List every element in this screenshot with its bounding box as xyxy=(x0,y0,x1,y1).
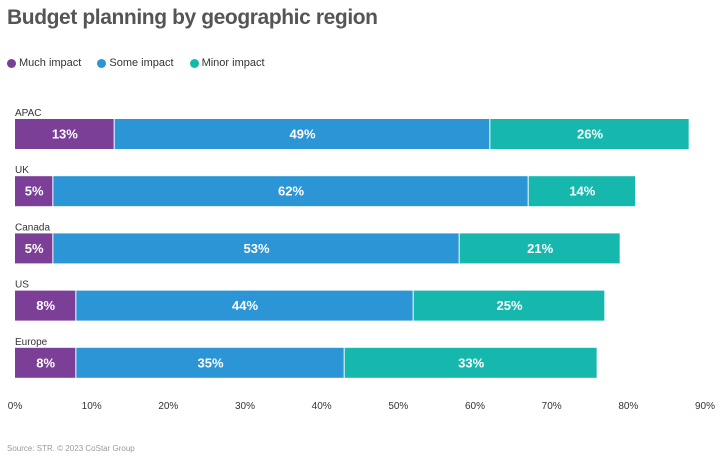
data-label-uk-some-impact: 62% xyxy=(278,184,304,199)
legend-item-much-impact: Much impact xyxy=(7,57,81,69)
x-tick-label: 60% xyxy=(465,401,485,412)
data-label-us-much-impact: 8% xyxy=(36,298,55,313)
legend-swatch-much-impact xyxy=(7,58,16,68)
legend-item-some-impact: Some impact xyxy=(97,57,174,69)
data-label-apac-much-impact: 13% xyxy=(52,127,78,142)
x-tick-label: 10% xyxy=(82,401,102,412)
legend: Much impact Some impact Minor impact xyxy=(7,57,265,69)
x-tick-label: 0% xyxy=(8,401,23,412)
x-tick-label: 70% xyxy=(542,401,562,412)
x-tick-label: 40% xyxy=(312,401,332,412)
x-tick-label: 80% xyxy=(618,401,638,412)
legend-label-minor-impact: Minor impact xyxy=(201,57,265,69)
chart-title: Budget planning by geographic region xyxy=(7,6,378,29)
bar-canada-minor-impact xyxy=(459,233,620,264)
category-label-uk: UK xyxy=(15,165,29,176)
data-label-europe-much-impact: 8% xyxy=(36,355,55,370)
data-label-us-some-impact: 44% xyxy=(232,298,258,313)
category-label-us: US xyxy=(15,280,29,291)
legend-swatch-minor-impact xyxy=(189,58,199,68)
bar-europe-minor-impact xyxy=(344,347,597,378)
data-label-europe-minor-impact: 33% xyxy=(458,355,484,370)
category-label-europe: Europe xyxy=(15,337,48,348)
x-tick-label: 30% xyxy=(235,401,255,412)
bar-us-minor-impact xyxy=(413,290,605,321)
bar-us-some-impact xyxy=(76,290,413,321)
source-note: Source: STR. © 2023 CoStar Group xyxy=(7,444,135,453)
bar-apac-minor-impact xyxy=(490,119,689,149)
legend-item-minor-impact: Minor impact xyxy=(189,57,265,69)
data-label-apac-minor-impact: 26% xyxy=(577,127,603,142)
legend-label-some-impact: Some impact xyxy=(109,57,174,69)
data-label-uk-much-impact: 5% xyxy=(25,184,44,199)
bar-canada-some-impact xyxy=(53,233,459,264)
bar-us-much-impact xyxy=(15,290,76,321)
bar-canada-much-impact xyxy=(15,233,53,264)
category-label-canada: Canada xyxy=(15,222,50,233)
data-label-uk-minor-impact: 14% xyxy=(569,184,595,199)
x-tick-label: 50% xyxy=(388,401,408,412)
data-label-canada-minor-impact: 21% xyxy=(527,241,553,256)
legend-swatch-some-impact xyxy=(97,58,107,68)
legend-label-much-impact: Much impact xyxy=(19,57,82,69)
bar-uk-minor-impact xyxy=(528,176,635,207)
data-label-us-minor-impact: 25% xyxy=(496,298,522,313)
data-label-apac-some-impact: 49% xyxy=(289,127,315,142)
x-tick-label: 90% xyxy=(695,401,715,412)
bar-apac-much-impact xyxy=(15,119,114,149)
bar-apac-some-impact xyxy=(114,119,490,149)
data-label-europe-some-impact: 35% xyxy=(197,355,223,370)
bar-chart: APAC 13% 49% 26% UK 5% 62% 14% Canada 5% 53% 21% US 8… xyxy=(8,108,715,412)
category-label-apac: APAC xyxy=(15,108,42,119)
bar-europe-much-impact xyxy=(15,347,76,378)
data-label-canada-much-impact: 5% xyxy=(25,241,44,256)
bar-europe-some-impact xyxy=(76,347,344,378)
data-label-canada-some-impact: 53% xyxy=(243,241,269,256)
x-tick-label: 20% xyxy=(158,401,178,412)
bar-uk-much-impact xyxy=(15,176,53,207)
bar-uk-some-impact xyxy=(53,176,528,207)
